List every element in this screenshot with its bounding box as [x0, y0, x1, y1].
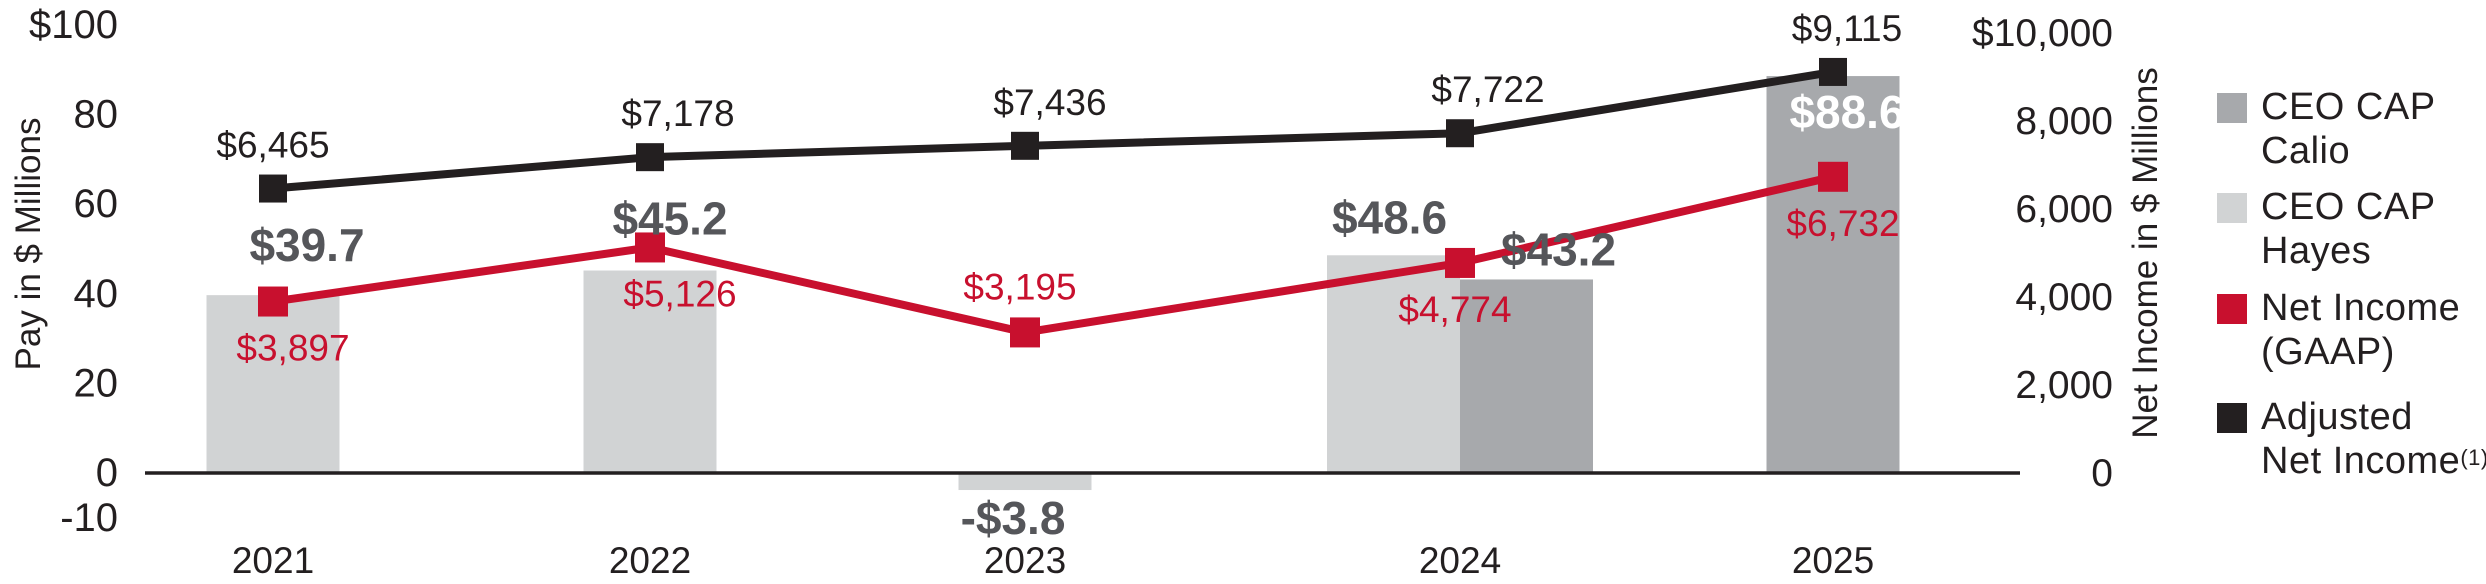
bar-ceo-cap-calio-2025: [1766, 76, 1900, 474]
marker-net-income-gaap-2023: [1010, 317, 1040, 348]
year-label-2023: 2023: [984, 540, 1066, 581]
cap-label-ceo-cap-calio-2025: $88.6: [1789, 86, 1904, 138]
cap-label-ceo-cap-hayes-2023: -$3.8: [961, 492, 1066, 544]
left-axis-title: Pay in $ Millions: [9, 118, 48, 371]
right-axis-title: Net Income in $ Millions: [2126, 67, 2165, 439]
right-axis-tick: 6,000: [2015, 188, 2113, 231]
data-label-net-income-gaap-2023: $3,195: [963, 266, 1076, 307]
bar-ceo-cap-hayes-2023: [958, 473, 1092, 491]
data-label-adjusted-net-income-2021: $6,465: [216, 125, 329, 166]
data-label-net-income-gaap-2022: $5,126: [623, 273, 736, 314]
cap-label-ceo-cap-calio-2024: $43.2: [1501, 223, 1616, 275]
data-label-net-income-gaap-2024: $4,774: [1398, 289, 1511, 330]
data-label-adjusted-net-income-2023: $7,436: [993, 82, 1106, 123]
marker-net-income-gaap-2025: [1818, 161, 1848, 192]
left-axis-tick: 40: [74, 272, 119, 316]
data-label-adjusted-net-income-2024: $7,722: [1431, 69, 1544, 110]
marker-adjusted-net-income-1-2024: [1446, 119, 1474, 148]
data-label-adjusted-net-income-2022: $7,178: [621, 93, 734, 134]
bar-ceo-cap-hayes-2024: [1327, 255, 1460, 473]
cap-label-ceo-cap-hayes-2022: $45.2: [612, 193, 727, 245]
left-axis-tick: -10: [60, 496, 118, 540]
marker-adjusted-net-income-1-2023: [1011, 131, 1039, 160]
marker-net-income-gaap-2022: [635, 232, 665, 263]
left-axis-tick: 0: [96, 451, 118, 495]
cap-label-ceo-cap-hayes-2021: $39.7: [249, 219, 364, 271]
data-label-net-income-gaap-2021: $3,897: [236, 328, 349, 369]
cap-label-ceo-cap-hayes-2024: $48.6: [1332, 191, 1447, 243]
bar-ceo-cap-calio-2024: [1460, 279, 1593, 473]
bar-ceo-cap-hayes-2022: [583, 270, 717, 473]
marker-net-income-gaap-2021: [258, 286, 288, 317]
marker-adjusted-net-income-1-2025: [1819, 57, 1847, 86]
left-axis-tick: 20: [74, 361, 119, 405]
marker-adjusted-net-income-1-2022: [636, 143, 664, 172]
year-label-2025: 2025: [1792, 540, 1874, 581]
marker-adjusted-net-income-1-2021: [259, 174, 287, 203]
left-axis-tick: 60: [74, 182, 119, 226]
right-axis-tick: 8,000: [2015, 100, 2113, 143]
marker-net-income-gaap-2024: [1445, 247, 1475, 278]
year-label-2021: 2021: [232, 540, 314, 581]
year-label-2022: 2022: [609, 540, 691, 581]
right-axis-tick: 4,000: [2015, 276, 2113, 319]
year-label-2024: 2024: [1419, 540, 1501, 581]
right-axis-tick: 2,000: [2015, 364, 2113, 407]
right-axis-tick: $10,000: [1972, 12, 2113, 55]
bar-ceo-cap-hayes-2021: [206, 295, 340, 473]
left-axis-tick: 80: [74, 93, 119, 137]
data-label-adjusted-net-income-2025: $9,115: [1792, 8, 1902, 49]
data-label-net-income-gaap-2025: $6,732: [1786, 203, 1899, 244]
left-axis-tick: $100: [29, 3, 118, 47]
right-axis-tick: 0: [2091, 452, 2113, 495]
